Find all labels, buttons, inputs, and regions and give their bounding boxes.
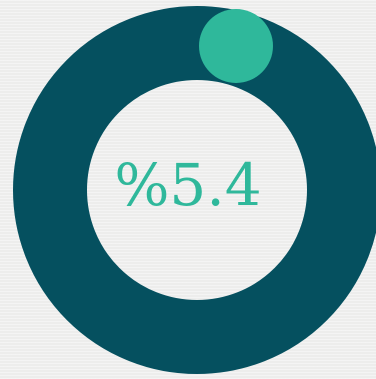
donut-slice-marker (199, 9, 273, 83)
percentage-label: %5.4 (114, 151, 262, 219)
donut-ring-remainder (13, 6, 376, 374)
